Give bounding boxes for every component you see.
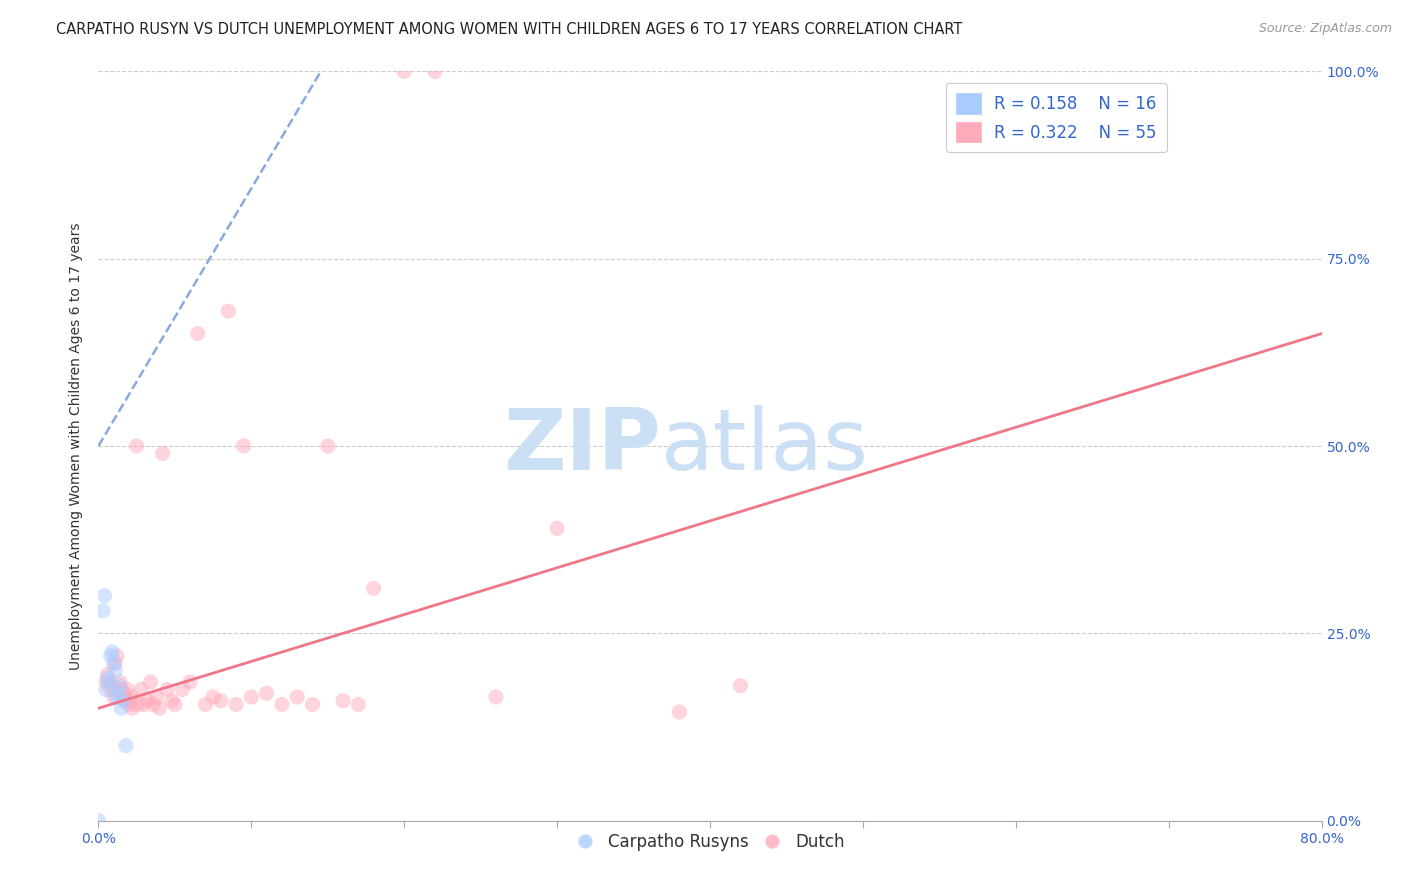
Point [103,690,125,704]
Point [156,682,179,697]
Point [270,698,292,712]
Point [100,682,122,697]
Point [145,690,167,704]
Point [108,675,131,690]
Point [93,589,115,603]
Text: ZIP: ZIP [503,404,661,488]
Text: atlas: atlas [661,404,869,488]
Point [110,682,132,697]
Point [134,698,156,712]
Point [103,657,125,671]
Point [347,698,370,712]
Point [172,682,194,697]
Point [139,675,162,690]
Point [94,682,117,697]
Point [179,675,201,690]
Point [108,679,131,693]
Point [94,675,117,690]
Point [110,701,132,715]
Point [163,698,186,712]
Point [332,694,354,708]
Point [217,304,239,318]
Point [101,645,124,659]
Point [107,686,129,700]
Point [97,671,120,685]
Point [112,686,135,700]
Point [546,521,568,535]
Point [104,664,127,678]
Point [285,690,308,704]
Point [87,814,110,828]
Point [730,679,752,693]
Point [668,705,690,719]
Point [225,698,247,712]
Point [117,682,139,697]
Point [101,679,124,693]
Point [120,694,142,708]
Point [142,698,165,712]
Point [125,439,148,453]
Point [127,698,149,712]
Point [98,675,121,690]
Y-axis label: Unemployment Among Women with Children Ages 6 to 17 years: Unemployment Among Women with Children A… [69,222,83,670]
Point [105,648,128,663]
Point [152,446,174,460]
Point [316,439,339,453]
Point [232,439,254,453]
Point [115,694,138,708]
Point [202,690,225,704]
Point [97,667,120,681]
Point [240,690,263,704]
Point [121,701,143,715]
Point [91,604,114,618]
Point [149,701,172,715]
Point [107,682,129,697]
Point [423,64,446,78]
Text: CARPATHO RUSYN VS DUTCH UNEMPLOYMENT AMONG WOMEN WITH CHILDREN AGES 6 TO 17 YEAR: CARPATHO RUSYN VS DUTCH UNEMPLOYMENT AMO… [56,22,963,37]
Point [209,694,232,708]
Point [301,698,323,712]
Point [104,657,127,671]
Point [194,698,217,712]
Point [129,682,152,697]
Point [392,64,416,78]
Point [111,694,134,708]
Point [105,690,128,704]
Point [111,690,134,704]
Legend: Carpatho Rusyns, Dutch: Carpatho Rusyns, Dutch [568,826,852,857]
Point [160,694,183,708]
Point [256,686,278,700]
Text: Source: ZipAtlas.com: Source: ZipAtlas.com [1258,22,1392,36]
Point [121,690,143,704]
Point [485,690,508,704]
Point [363,582,385,596]
Point [118,698,141,712]
Point [187,326,209,341]
Point [115,739,138,753]
Point [136,694,159,708]
Point [100,648,122,663]
